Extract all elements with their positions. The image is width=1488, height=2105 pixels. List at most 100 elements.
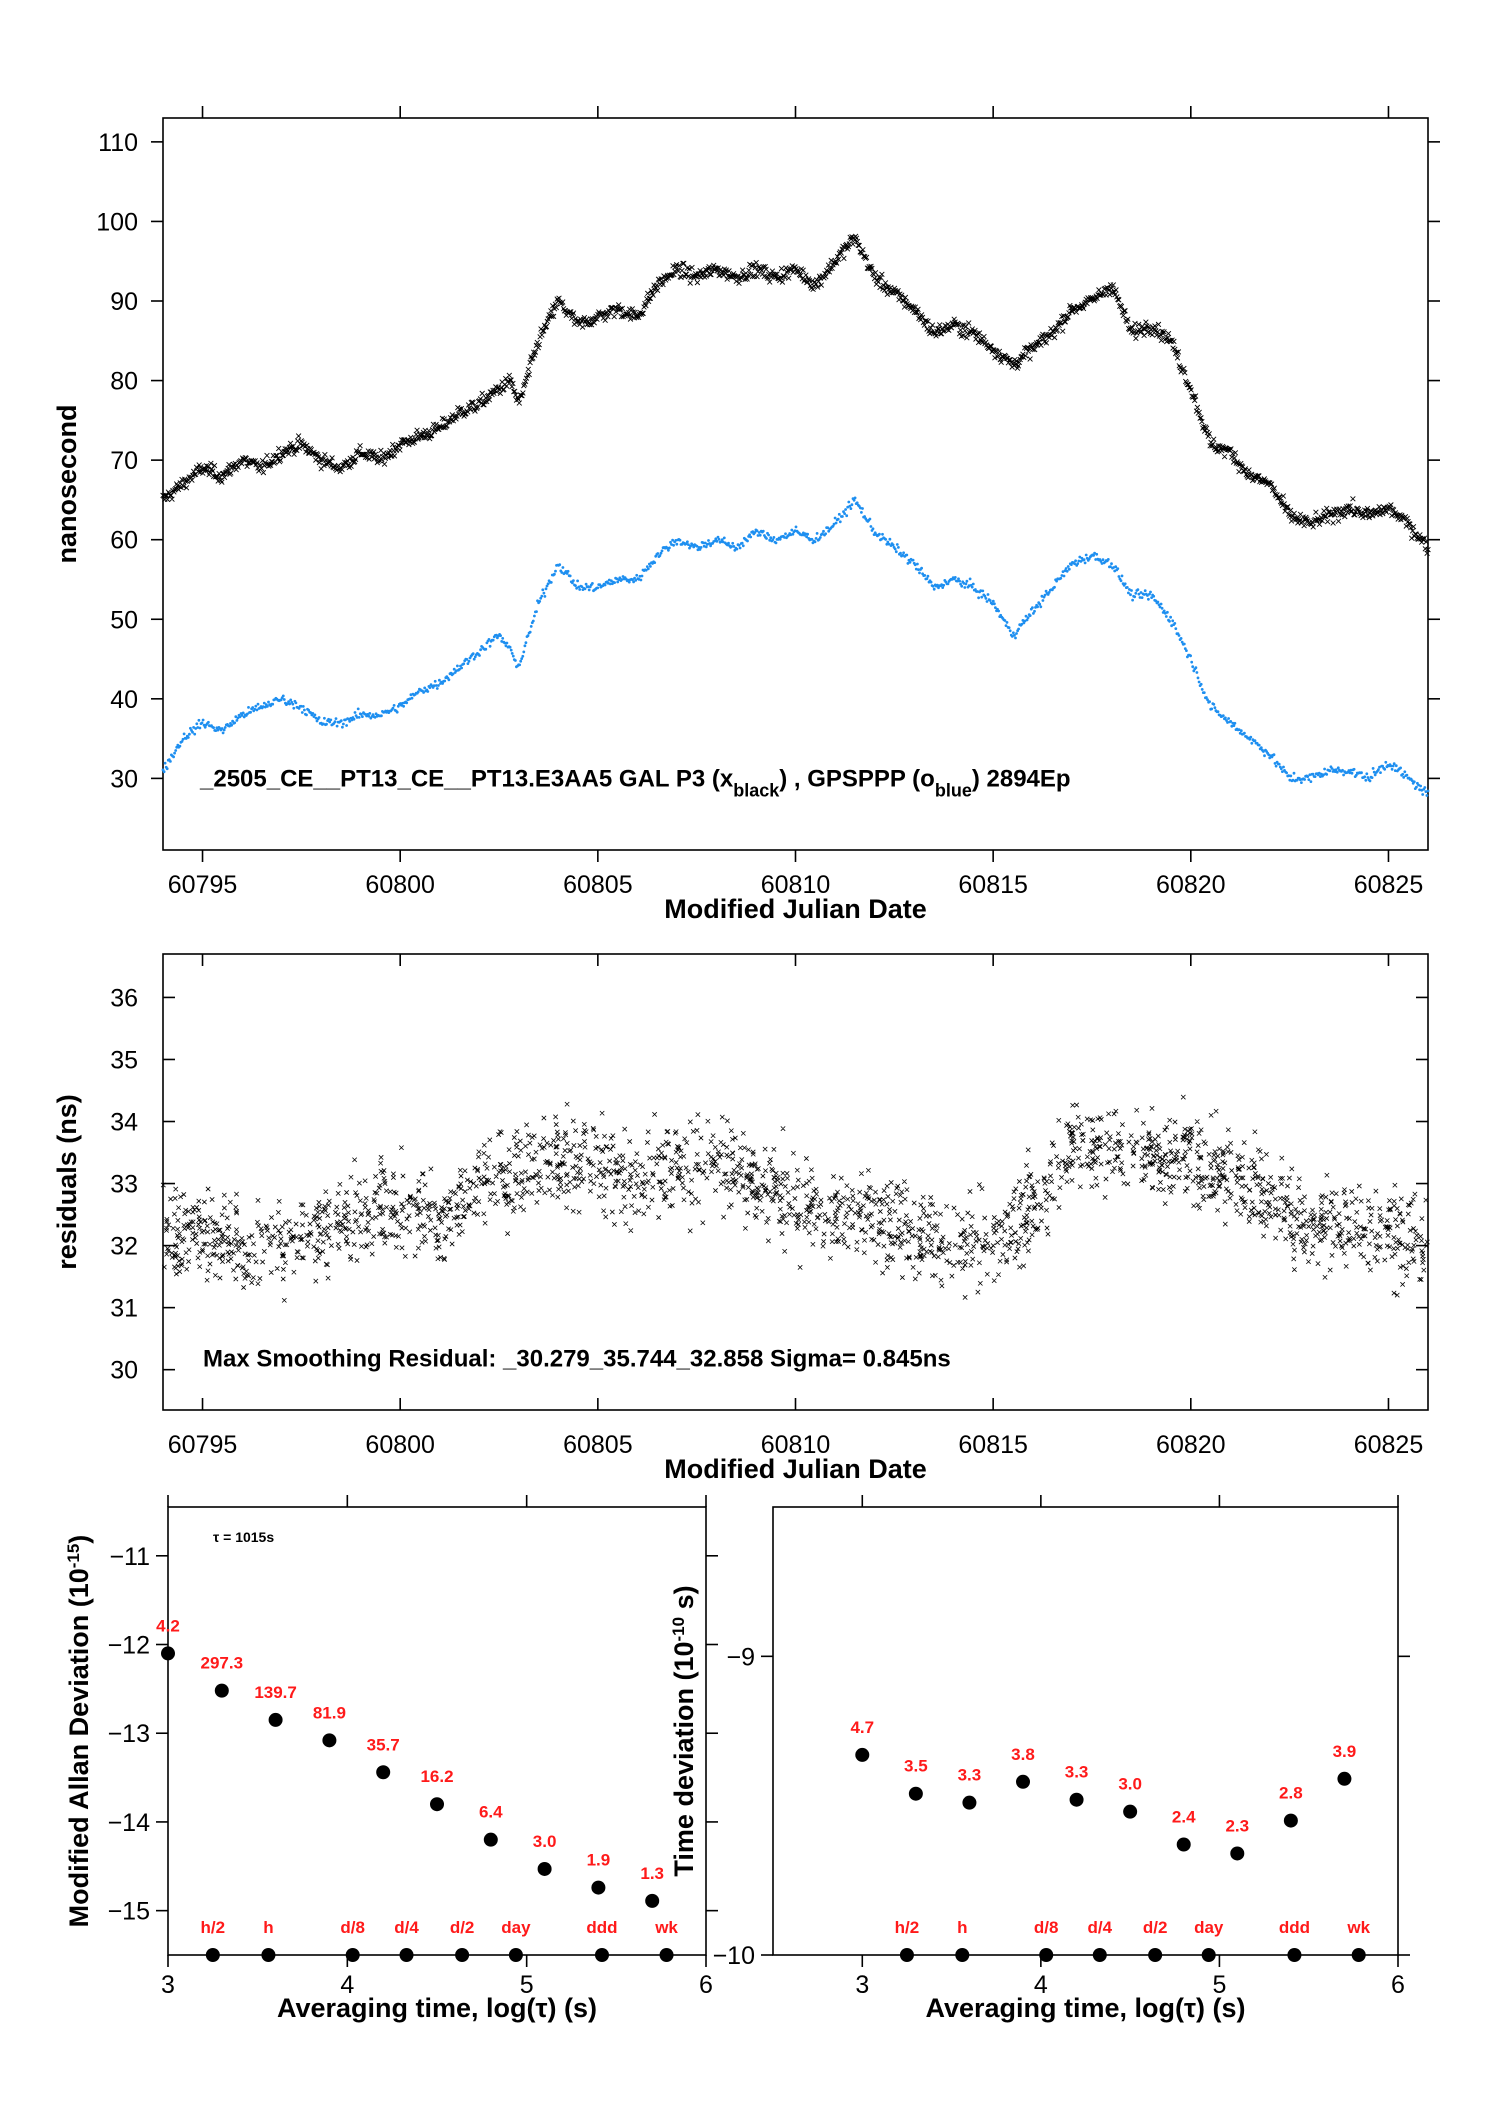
- time-marker-label: wk: [654, 1918, 678, 1937]
- annotation-text: _2505_CE__PT13_CE__PT13.E3AA5 GAL P3 (x: [199, 765, 734, 792]
- mdev-point: [268, 1712, 283, 1727]
- time-marker: [205, 1948, 220, 1962]
- tdev-plot-frame: [772, 1506, 1399, 1956]
- x-tick-label: 5: [520, 1971, 534, 1999]
- time-marker-label: d/8: [340, 1918, 365, 1937]
- time-marker-label: d/4: [1088, 1918, 1113, 1937]
- time-marker: [261, 1948, 276, 1962]
- tdev-point-label: 3.8: [1011, 1745, 1035, 1764]
- annotation-text: ) 2894Ep: [972, 765, 1071, 792]
- time-marker-label: d/8: [1034, 1918, 1059, 1937]
- time-marker: [1148, 1948, 1163, 1962]
- y-axis-title: Modified Allan Deviation (10-15): [64, 1535, 95, 1928]
- mdev-point-label: 35.7: [367, 1735, 400, 1754]
- tdev-point-label: 2.3: [1225, 1816, 1249, 1835]
- tdev-point: [1123, 1804, 1138, 1819]
- annotation-subscript: blue: [935, 780, 972, 800]
- time-marker-label: day: [1194, 1918, 1224, 1937]
- x-tick-label: 60815: [958, 871, 1028, 899]
- y-tick-label: 40: [110, 686, 138, 714]
- x-tick-label: 6: [1391, 1971, 1405, 1999]
- tdev-point: [1230, 1846, 1245, 1861]
- phase-annotation: _2505_CE__PT13_CE__PT13.E3AA5 GAL P3 (x b…: [199, 765, 1071, 800]
- tdev-point-label: 2.4: [1172, 1807, 1196, 1826]
- y-axis-title: nanosecond: [52, 404, 82, 563]
- mdev-point-label: 1.9: [587, 1851, 611, 1870]
- x-tick-label: 60795: [168, 871, 238, 899]
- x-tick-label: 3: [161, 1971, 175, 1999]
- mdev-point-label: 4.2: [156, 1616, 180, 1635]
- mdev-point: [537, 1861, 552, 1876]
- y-tick-label: 35: [110, 1046, 138, 1074]
- time-marker-label: h: [957, 1918, 967, 1937]
- tdev-point: [1176, 1837, 1191, 1852]
- x-axis-title: Averaging time, log(τ) (s): [277, 1993, 597, 2023]
- mdev-point: [161, 1646, 175, 1661]
- x-tick-label: 60825: [1354, 871, 1424, 899]
- time-marker-label: h: [263, 1918, 273, 1937]
- y-title-superscript: -15: [64, 1544, 83, 1569]
- y-tick-label: 50: [110, 606, 138, 634]
- time-marker: [659, 1948, 674, 1962]
- y-tick-label: −12: [108, 1632, 150, 1660]
- y-tick-label: 32: [110, 1233, 138, 1261]
- x-tick-label: 3: [855, 1971, 869, 1999]
- time-marker-label: wk: [1346, 1918, 1370, 1937]
- y-tick-label: 80: [110, 368, 138, 396]
- time-marker-label: d/2: [1143, 1918, 1168, 1937]
- x-tick-label: 60805: [563, 1431, 633, 1459]
- x-tick-label: 60795: [168, 1431, 238, 1459]
- time-marker-label: d/2: [450, 1918, 475, 1937]
- tdev-point-label: 3.5: [904, 1757, 928, 1776]
- x-axis-title: Averaging time, log(τ) (s): [925, 1993, 1245, 2023]
- x-tick-label: 4: [1034, 1971, 1048, 1999]
- mdev-point: [591, 1880, 606, 1895]
- x-tick-label: 60820: [1156, 871, 1226, 899]
- mdev-plot-frame: [167, 1506, 707, 1956]
- y-tick-label: −10: [713, 1942, 755, 1970]
- time-marker-label: h/2: [895, 1918, 920, 1937]
- y-title-text: ): [64, 1535, 94, 1544]
- mdev-point-label: 16.2: [420, 1767, 453, 1786]
- y-tick-label: −11: [109, 1543, 150, 1571]
- series-gpsppp: [161, 496, 1430, 797]
- x-tick-label: 4: [340, 1971, 354, 1999]
- x-tick-label: 60825: [1354, 1431, 1424, 1459]
- series-gal-p3: [160, 233, 1431, 557]
- y-axis-title: residuals (ns): [52, 1094, 82, 1270]
- tdev-point-label: 3.3: [958, 1766, 982, 1785]
- x-tick-label: 5: [1212, 1971, 1226, 1999]
- mdev-point: [376, 1765, 391, 1780]
- tdev-point: [962, 1795, 977, 1810]
- x-axis-title: Modified Julian Date: [664, 1454, 927, 1484]
- x-axis-title: Modified Julian Date: [664, 894, 927, 924]
- y-tick-label: 30: [110, 765, 138, 793]
- time-marker: [1201, 1948, 1216, 1962]
- x-tick-label: 60800: [365, 871, 435, 899]
- time-marker: [508, 1948, 523, 1962]
- residuals-annotation: Max Smoothing Residual: _30.279_35.744_3…: [203, 1346, 951, 1373]
- mdev-point: [645, 1893, 660, 1908]
- mdev-chart: −11 −12 −13 −14 −15 3 4 5 6 Averaging time, log(τ…: [64, 1495, 718, 2023]
- y-title-text: s): [669, 1585, 699, 1617]
- annotation-text: ) , GPSPPP (o: [779, 765, 935, 792]
- mdev-point-label: 1.3: [640, 1864, 664, 1883]
- y-title-superscript: -10: [669, 1617, 688, 1642]
- time-marker: [1351, 1948, 1366, 1962]
- mdev-point-label: 139.7: [254, 1683, 297, 1702]
- y-tick-label: −9: [726, 1643, 755, 1671]
- y-tick-label: −14: [108, 1809, 151, 1837]
- y-tick-label: −13: [108, 1720, 150, 1748]
- tdev-point: [1069, 1792, 1084, 1807]
- phase-plot-frame: [162, 117, 1429, 851]
- y-title-text: Time deviation (10: [669, 1642, 699, 1877]
- y-tick-label: 30: [110, 1357, 138, 1385]
- tdev-point-label: 3.3: [1065, 1763, 1089, 1782]
- mdev-point-label: 3.0: [533, 1832, 557, 1851]
- y-axis-title: Time deviation (10-10 s): [669, 1585, 700, 1876]
- time-marker: [1092, 1948, 1107, 1962]
- tdev-point: [1283, 1813, 1298, 1828]
- mdev-point: [430, 1797, 444, 1812]
- time-marker: [455, 1948, 470, 1962]
